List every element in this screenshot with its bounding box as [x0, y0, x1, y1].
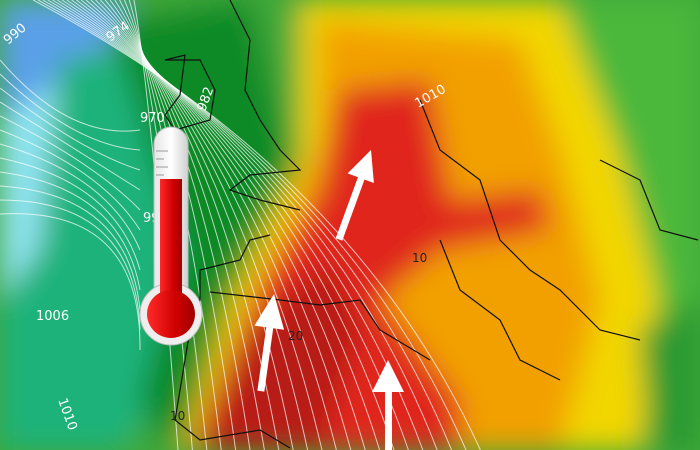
wind-arrows: [254, 150, 404, 450]
temperature-label: 10: [412, 251, 427, 265]
isobar-line: [0, 199, 141, 331]
isobar-label: 970: [140, 111, 165, 126]
wind-arrow-icon: [372, 360, 404, 450]
isobar-line: [0, 87, 141, 171]
isobar-line: [56, 0, 409, 450]
isobar-line: [42, 0, 453, 450]
isobar-line: [37, 0, 467, 450]
isobar-line: [47, 0, 438, 450]
wind-arrow-icon: [254, 294, 285, 392]
thermometer-icon: [139, 126, 203, 346]
isobar-line: [0, 115, 141, 211]
isobar-line: [0, 101, 141, 191]
isobar-line: [61, 0, 395, 450]
isobar-line: [0, 143, 141, 251]
isobar-label: 1006: [36, 309, 69, 324]
isobar-line: [32, 0, 481, 450]
isobar-line: [71, 0, 366, 450]
isobar-line: [0, 185, 141, 311]
isobar-line: [85, 0, 323, 450]
isobar-line: [0, 129, 141, 231]
isobar-line: [0, 157, 141, 271]
isobar-line: [80, 0, 337, 450]
isobar-line: [0, 213, 141, 351]
temperature-label: 20: [288, 329, 303, 343]
isobar-line: [104, 0, 265, 450]
isobar-line: [0, 59, 141, 132]
isobar-line: [0, 73, 141, 151]
isobar-line: [109, 0, 251, 450]
isobar-line: [95, 0, 294, 450]
coastlines: [164, 0, 699, 449]
isobar-line: [66, 0, 381, 450]
isobar-line: [90, 0, 309, 450]
isobar-line: [0, 171, 141, 291]
wind-arrow-icon: [335, 150, 374, 241]
temperature-label: 10: [170, 409, 185, 423]
isobar-line: [76, 0, 352, 450]
